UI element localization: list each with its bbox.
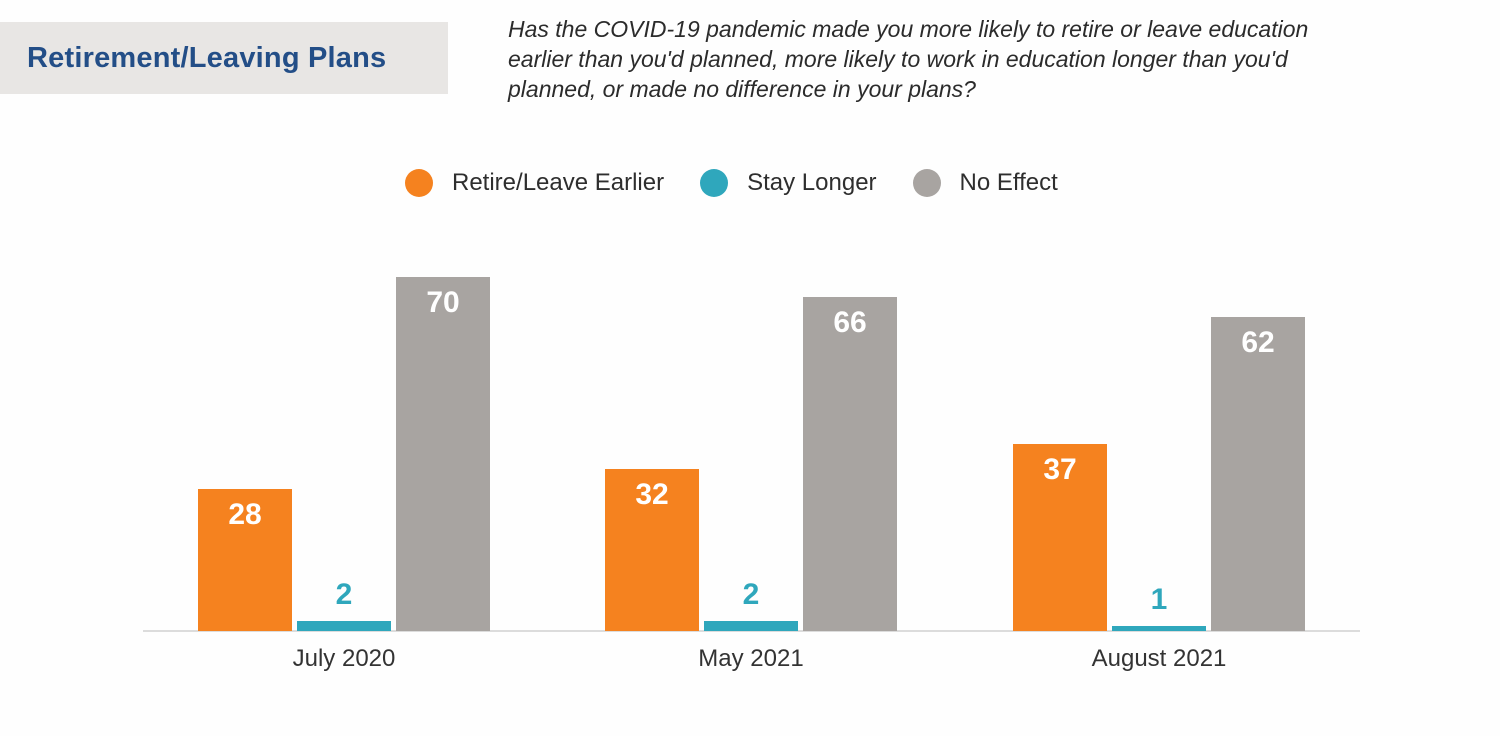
legend-marker-no-effect-icon (912, 169, 941, 197)
x-axis-label: August 2021 (1091, 645, 1227, 672)
page-title: Retirement/Leaving Plans (27, 41, 387, 74)
legend-label: Stay Longer (747, 169, 877, 196)
bar-value-label: 66 (833, 306, 867, 339)
bar-no-effect-may-2021 (803, 297, 897, 631)
legend-label: Retire/Leave Earlier (452, 169, 665, 196)
x-axis-label: May 2021 (698, 645, 804, 672)
bar-value-label: 62 (1241, 326, 1275, 359)
x-axis-line (143, 630, 1360, 632)
bar-stay-longer-july-2020 (297, 621, 391, 631)
bar-slot: 2 (297, 229, 391, 631)
bar-stay-longer-may-2021 (704, 621, 798, 631)
bar-retire-leave-earlier-may-2021 (605, 469, 699, 631)
bar-value-label: 37 (1043, 453, 1077, 486)
bar-retire-leave-earlier-july-2020 (198, 489, 292, 631)
bar-slot: 1 (1112, 229, 1206, 631)
x-axis-label: July 2020 (292, 645, 396, 672)
bar-no-effect-july-2020 (396, 277, 490, 631)
survey-question-line-2: earlier than you'd planned, more likely … (508, 46, 1288, 72)
legend-item-stay-longer: Stay Longer (700, 169, 877, 197)
survey-question: Has the COVID-19 pandemic made you more … (508, 14, 1428, 104)
chart-legend: Retire/Leave Earlier Stay Longer No Effect (405, 169, 1058, 197)
survey-question-line-3: planned, or made no difference in your p… (508, 76, 976, 102)
bar-slot: 62 (1211, 229, 1305, 631)
bar-slot: 32 (605, 229, 699, 631)
bar-slot: 70 (396, 229, 490, 631)
legend-label: No Effect (959, 169, 1058, 196)
bar-group-july-2020: 28 2 70 (198, 229, 490, 631)
bar-value-label: 28 (228, 498, 262, 531)
survey-question-line-1: Has the COVID-19 pandemic made you more … (508, 16, 1309, 42)
bar-chart: 28 2 70 July 2020 32 2 66 May 2021 37 1 62 August 2… (143, 229, 1360, 672)
bar-slot: 2 (704, 229, 798, 631)
bar-value-label: 2 (742, 578, 760, 611)
legend-item-no-effect: No Effect (912, 169, 1058, 197)
bar-no-effect-august-2021 (1211, 317, 1305, 631)
bar-value-label: 70 (426, 286, 460, 319)
bar-slot: 66 (803, 229, 897, 631)
bar-slot: 37 (1013, 229, 1107, 631)
bar-group-may-2021: 32 2 66 (605, 229, 897, 631)
bar-group-august-2021: 37 1 62 (1013, 229, 1305, 631)
legend-marker-retire-leave-earlier-icon (405, 169, 433, 197)
bar-value-label: 2 (335, 578, 353, 611)
bar-retire-leave-earlier-august-2021 (1013, 444, 1107, 631)
slide-title-box: Retirement/Leaving Plans (0, 22, 448, 94)
legend-marker-stay-longer-icon (700, 169, 729, 197)
bar-slot: 28 (198, 229, 292, 631)
bar-value-label: 1 (1150, 583, 1168, 616)
bar-value-label: 32 (635, 478, 669, 511)
bar-stay-longer-august-2021 (1112, 626, 1206, 631)
legend-item-retire-leave-earlier: Retire/Leave Earlier (405, 169, 664, 197)
